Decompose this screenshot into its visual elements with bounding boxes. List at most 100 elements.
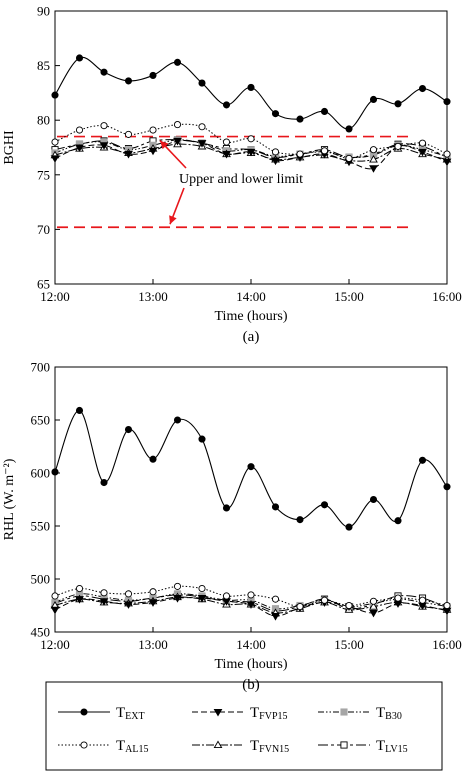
- data-point-tal15: [222, 138, 231, 146]
- data-point-text: [394, 100, 402, 108]
- x-tick-label: 13:00: [138, 637, 168, 652]
- data-point-text: [51, 468, 59, 476]
- axes-a: 65 70 75 80 85 90 12:00 13:00 14:00 15:00 16:00: [37, 4, 462, 305]
- data-point-tfvp15: [173, 595, 182, 603]
- data-point-tfvp15: [197, 140, 207, 148]
- data-point-text: [247, 83, 255, 91]
- data-point-tfvp15: [246, 148, 256, 157]
- x-tick-label: 16:00: [432, 289, 462, 304]
- data-point-tal15: [418, 139, 427, 147]
- data-point-text: [222, 101, 231, 109]
- x-tick-label: 16:00: [432, 637, 462, 652]
- x-tick-label: 12:00: [40, 637, 70, 652]
- data-point-tal15: [222, 592, 231, 600]
- data-point-text: [124, 425, 133, 434]
- data-point-text: [149, 455, 157, 463]
- legend-item-tfvn15: TFVN15: [192, 738, 289, 755]
- data-point-text: [173, 416, 182, 424]
- x-tick-label: 14:00: [236, 289, 266, 304]
- series-tfvp15: [50, 137, 452, 173]
- y-axis-label-a: BGHI: [2, 130, 17, 165]
- data-point-text: [394, 517, 402, 525]
- data-point-tal15: [296, 603, 304, 611]
- data-point-tal15: [320, 596, 329, 604]
- data-point-tfvp15: [418, 148, 427, 157]
- data-point-text: [418, 84, 427, 93]
- axes-b: 450 500 550 600 650 700 12:00 13:00 14:00 15:00 16…: [31, 360, 462, 653]
- data-point-tfvp15: [148, 147, 158, 156]
- panel-label-a: (a): [243, 329, 260, 345]
- data-point-tfvp15: [50, 606, 60, 615]
- data-point-tfvp15: [99, 598, 109, 606]
- y-tick-label: 75: [37, 167, 50, 182]
- y-axis-label-b: RHL (W. m⁻²): [2, 458, 17, 540]
- data-point-text: [296, 516, 304, 524]
- legend-item-text: TEXT: [58, 705, 145, 722]
- upper-limit-arrow: [159, 140, 187, 169]
- series-text: [51, 54, 451, 133]
- x-tick-label: 13:00: [138, 289, 168, 304]
- data-point-tal15: [75, 584, 84, 593]
- series-group-b: [50, 406, 452, 621]
- data-point-text: [345, 125, 353, 133]
- data-point-tal15: [100, 589, 108, 597]
- data-point-tal15: [369, 146, 378, 154]
- data-point-tal15: [443, 150, 451, 158]
- data-point-tal15: [173, 582, 182, 590]
- series-text: [51, 406, 451, 531]
- data-point-text: [443, 483, 451, 491]
- y-tick-label: 450: [31, 625, 51, 640]
- data-point-tal15: [149, 588, 157, 596]
- legend-item-tlv15: TLV15: [318, 738, 408, 755]
- x-axis-label-a: Time (hours): [215, 309, 288, 324]
- data-point-text: [198, 435, 206, 443]
- data-point-text: [247, 463, 255, 471]
- data-point-text: [369, 495, 378, 504]
- data-point-tal15: [75, 126, 84, 134]
- legend-item-tfvp15: TFVP15: [192, 705, 288, 722]
- data-point-text: [296, 115, 304, 123]
- data-point-tal15: [198, 123, 206, 131]
- data-point-tfvn15: [369, 602, 378, 610]
- legend-swatch-marker: [80, 708, 88, 716]
- data-point-text: [173, 58, 182, 66]
- legend-box: [45, 681, 443, 771]
- legend-label: TAL15: [116, 738, 149, 755]
- data-point-tal15: [124, 590, 133, 598]
- legend-swatch-marker: [80, 741, 88, 749]
- data-point-text: [51, 91, 59, 99]
- data-point-text: [222, 504, 231, 512]
- data-point-tfvp15: [442, 158, 452, 167]
- y-tick-label: 600: [31, 466, 51, 481]
- data-point-tal15: [271, 148, 280, 156]
- y-tick-label: 65: [37, 277, 50, 292]
- x-axis-label-b: Time (hours): [215, 657, 288, 672]
- legend-swatch-marker: [213, 708, 223, 717]
- data-point-tfvp15: [369, 165, 378, 173]
- legend-label: TEXT: [116, 705, 145, 722]
- series-line-text: [54, 56, 448, 130]
- data-point-tfvp15: [124, 601, 133, 609]
- data-point-tfvp15: [148, 599, 158, 607]
- x-tick-label: 12:00: [40, 289, 70, 304]
- data-point-tfvp15: [99, 142, 109, 150]
- data-point-tal15: [173, 121, 182, 129]
- data-point-tfvp15: [124, 151, 133, 159]
- data-point-tal15: [345, 154, 353, 162]
- data-point-tal15: [443, 601, 451, 610]
- legend-item-tal15: TAL15: [58, 738, 149, 755]
- chart-panel-b: 450 500 550 600 650 700 12:00 13:00 14:00 15:00 16…: [2, 360, 462, 694]
- series-tal15: [51, 121, 451, 162]
- legend-label: TFVP15: [250, 705, 288, 722]
- limit-annotation: Upper and lower limit: [159, 140, 303, 225]
- data-point-tal15: [51, 592, 59, 600]
- data-point-text: [271, 503, 280, 511]
- data-point-tal15: [51, 138, 59, 146]
- data-point-tal15: [271, 595, 280, 603]
- data-point-tal15: [124, 130, 133, 138]
- data-point-tfvp15: [246, 601, 256, 609]
- y-tick-label: 85: [37, 58, 50, 73]
- data-point-tfvp15: [50, 155, 60, 163]
- data-point-tfvp15: [222, 151, 231, 159]
